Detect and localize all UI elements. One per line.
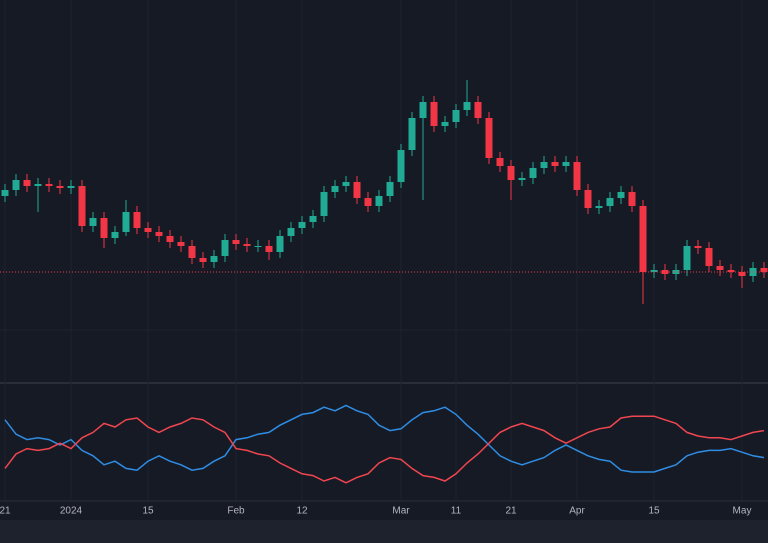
- candle-body: [155, 232, 163, 236]
- candle-body: [276, 236, 284, 252]
- candle-body: [430, 102, 438, 126]
- candle-body: [727, 270, 735, 272]
- bottom-bar: [0, 520, 768, 543]
- candle-body: [111, 232, 119, 238]
- candle-body: [122, 212, 130, 232]
- indicator-line: [4, 415, 765, 484]
- candle-body: [265, 246, 273, 252]
- candle-body: [485, 118, 493, 158]
- x-tick-label: 12: [296, 506, 308, 517]
- candle-body: [177, 242, 185, 246]
- candle-body: [166, 236, 174, 242]
- candle-body: [540, 162, 548, 168]
- candle-body: [419, 102, 427, 118]
- candle-body: [584, 190, 592, 208]
- candle-body: [661, 270, 669, 274]
- candle-body: [694, 246, 702, 248]
- candle-body: [639, 206, 647, 272]
- candle-body: [210, 256, 218, 262]
- candle-body: [298, 222, 306, 228]
- candle-body: [375, 196, 383, 206]
- x-tick-label: 15: [648, 506, 660, 517]
- candle-body: [287, 228, 295, 236]
- candle-body: [45, 184, 53, 186]
- candle-body: [463, 102, 471, 110]
- indicator-line: [4, 404, 765, 473]
- x-tick-label: Mar: [392, 506, 410, 517]
- candle-body: [408, 118, 416, 150]
- candle-body: [232, 240, 240, 244]
- candle-body: [188, 246, 196, 258]
- candle-body: [562, 162, 570, 166]
- candle-body: [89, 218, 97, 226]
- candle-body: [342, 182, 350, 186]
- candle-body: [67, 186, 75, 188]
- candle-body: [12, 180, 20, 190]
- candle-body: [34, 184, 42, 186]
- x-tick-label: Apr: [569, 506, 585, 517]
- candle-body: [628, 192, 636, 206]
- candle-body: [221, 240, 229, 256]
- x-tick-label: 21: [505, 506, 517, 517]
- candle-body: [738, 272, 746, 276]
- candle-body: [529, 168, 537, 178]
- candle-body: [100, 218, 108, 238]
- candle-body: [353, 182, 361, 198]
- candle-body: [386, 182, 394, 196]
- candle-body: [518, 178, 526, 180]
- candle-body: [133, 212, 141, 228]
- candle-body: [683, 246, 691, 270]
- candle-body: [1, 190, 9, 196]
- candle-body: [507, 166, 515, 180]
- x-tick-label: May: [733, 506, 752, 517]
- candle-body: [606, 198, 614, 206]
- candle-body: [23, 180, 31, 186]
- candle-body: [441, 122, 449, 126]
- x-tick-label: 2024: [60, 506, 83, 517]
- candle-body: [397, 150, 405, 182]
- candle-body: [474, 102, 482, 118]
- candle-body: [573, 162, 581, 190]
- x-tick-label: 11: [451, 506, 462, 517]
- candle-body: [551, 162, 559, 166]
- x-tick-label: Feb: [227, 506, 245, 517]
- candle-body: [617, 192, 625, 198]
- candle-body: [199, 258, 207, 262]
- candle-body: [452, 110, 460, 122]
- candle-body: [364, 198, 372, 206]
- candle-body: [496, 158, 504, 166]
- candle-body: [595, 206, 603, 208]
- candle-body: [705, 248, 713, 266]
- candle-body: [56, 186, 64, 188]
- candle-body: [254, 246, 262, 247]
- candle-body: [320, 192, 328, 216]
- candle-body: [144, 228, 152, 232]
- candle-body: [716, 266, 724, 270]
- candle-body: [760, 268, 768, 272]
- candle-body: [309, 216, 317, 222]
- candle-body: [78, 186, 86, 226]
- candle-body: [243, 244, 251, 246]
- candle-body: [331, 186, 339, 192]
- x-tick-label: 21: [0, 506, 11, 517]
- candle-body: [650, 270, 658, 272]
- x-tick-label: 15: [142, 506, 154, 517]
